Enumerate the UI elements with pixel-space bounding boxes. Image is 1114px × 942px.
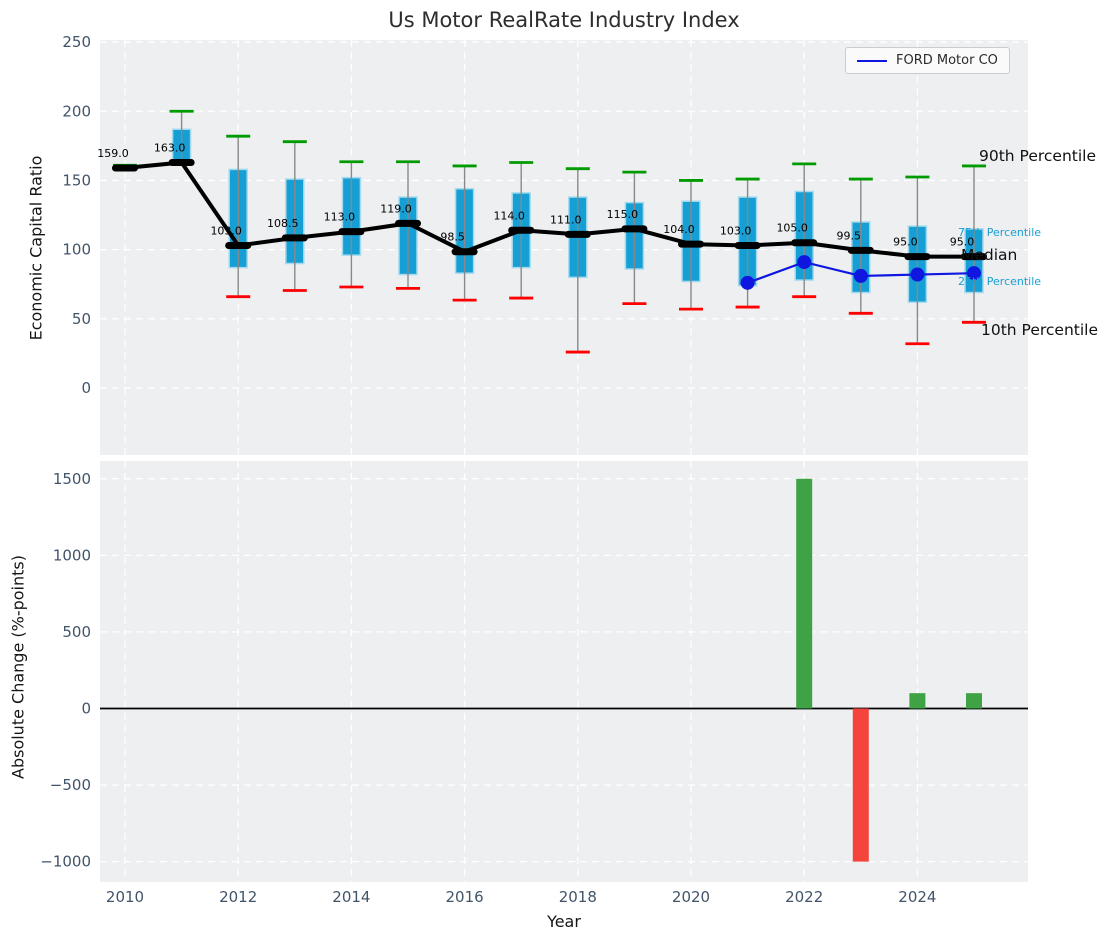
svg-text:−500: −500 xyxy=(50,776,91,794)
chart-title: Us Motor RealRate Industry Index xyxy=(388,8,740,32)
ford-series xyxy=(740,255,981,290)
median-marker-2021 xyxy=(734,241,761,249)
median-marker-2023 xyxy=(847,246,874,254)
svg-text:−1000: −1000 xyxy=(40,853,91,871)
annotation-median: Median xyxy=(961,246,1018,264)
svg-text:99.5: 99.5 xyxy=(837,229,862,242)
change-bar-2023 xyxy=(852,708,869,862)
median-value-labels: 159.0 163.0 103.0 108.5 113.0 119.0 98.5 114.0 1… xyxy=(97,141,974,248)
x-axis-label: Year xyxy=(547,912,581,931)
ford-point-2022 xyxy=(797,255,812,270)
svg-text:50: 50 xyxy=(72,310,91,328)
svg-text:1000: 1000 xyxy=(53,546,91,564)
svg-text:103.0: 103.0 xyxy=(210,224,242,237)
svg-text:2010: 2010 xyxy=(106,888,144,906)
median-marker-2011 xyxy=(168,158,195,166)
svg-text:108.5: 108.5 xyxy=(267,217,299,230)
svg-text:119.0: 119.0 xyxy=(380,202,412,215)
annotation-25th-percentile: 25th Percentile xyxy=(958,275,1042,288)
legend: FORD Motor CO xyxy=(845,47,1010,74)
svg-text:250: 250 xyxy=(62,33,91,51)
change-bar-2025 xyxy=(966,693,982,709)
median-marker-2010 xyxy=(112,164,138,172)
annotation-90th-percentile: 90th Percentile xyxy=(979,147,1097,165)
svg-text:2012: 2012 xyxy=(219,888,257,906)
legend-label: FORD Motor CO xyxy=(896,53,998,68)
boxplot-group xyxy=(113,109,986,354)
ford-point-2024 xyxy=(910,267,925,282)
svg-text:0: 0 xyxy=(81,699,91,717)
median-marker-2013 xyxy=(281,234,308,242)
top-panel: 0 50 100 150 200 250 xyxy=(62,33,1028,455)
svg-text:163.0: 163.0 xyxy=(154,141,186,154)
median-marker-2020 xyxy=(678,240,704,248)
svg-text:95.0: 95.0 xyxy=(893,236,918,249)
median-marker-2017 xyxy=(508,226,535,234)
svg-text:113.0: 113.0 xyxy=(324,211,356,224)
svg-text:111.0: 111.0 xyxy=(550,213,582,226)
svg-text:115.0: 115.0 xyxy=(607,208,639,221)
change-bar-2024 xyxy=(909,693,926,709)
median-marker-2022 xyxy=(791,239,818,247)
legend-line-swatch xyxy=(857,59,887,62)
median-marker-2012 xyxy=(225,241,252,249)
svg-text:0: 0 xyxy=(81,379,91,397)
svg-text:95.0: 95.0 xyxy=(950,236,975,249)
median-marker-2016 xyxy=(451,248,478,256)
svg-text:1500: 1500 xyxy=(53,470,91,488)
median-marker-2024 xyxy=(904,253,931,261)
annotation-75th-percentile: 75th Percentile xyxy=(958,226,1042,239)
svg-text:2014: 2014 xyxy=(332,888,370,906)
svg-text:150: 150 xyxy=(62,171,91,189)
bottom-panel: −1000 −500 0 500 1000 1500 xyxy=(40,461,1028,882)
svg-text:159.0: 159.0 xyxy=(97,147,129,160)
top-y-axis-label: Economic Capital Ratio xyxy=(26,155,46,341)
svg-text:98.5: 98.5 xyxy=(440,231,465,244)
annotation-10th-percentile: 10th Percentile xyxy=(981,321,1099,339)
change-bar-2022 xyxy=(796,478,813,709)
svg-text:500: 500 xyxy=(62,623,91,641)
svg-text:114.0: 114.0 xyxy=(493,209,525,222)
svg-text:200: 200 xyxy=(62,102,91,120)
svg-text:2022: 2022 xyxy=(785,888,823,906)
median-marker-2025 xyxy=(961,253,987,261)
svg-text:103.0: 103.0 xyxy=(720,224,752,237)
median-marker-2015 xyxy=(395,219,421,227)
svg-text:2016: 2016 xyxy=(446,888,484,906)
median-marker-2018 xyxy=(564,230,591,238)
median-marker-2014 xyxy=(338,228,365,236)
ford-point-2023 xyxy=(853,268,868,283)
ford-point-2025 xyxy=(967,266,981,281)
svg-text:2024: 2024 xyxy=(898,888,936,906)
median-marker-2019 xyxy=(621,225,648,233)
svg-text:2018: 2018 xyxy=(559,888,597,906)
bottom-y-axis-label: Absolute Change (%-points) xyxy=(8,555,28,779)
median-line xyxy=(112,158,987,261)
ford-point-2021 xyxy=(740,275,755,290)
svg-text:104.0: 104.0 xyxy=(663,223,695,236)
svg-text:2020: 2020 xyxy=(672,888,710,906)
svg-text:100: 100 xyxy=(62,241,91,259)
bars-group xyxy=(796,478,982,862)
svg-text:105.0: 105.0 xyxy=(776,222,808,235)
